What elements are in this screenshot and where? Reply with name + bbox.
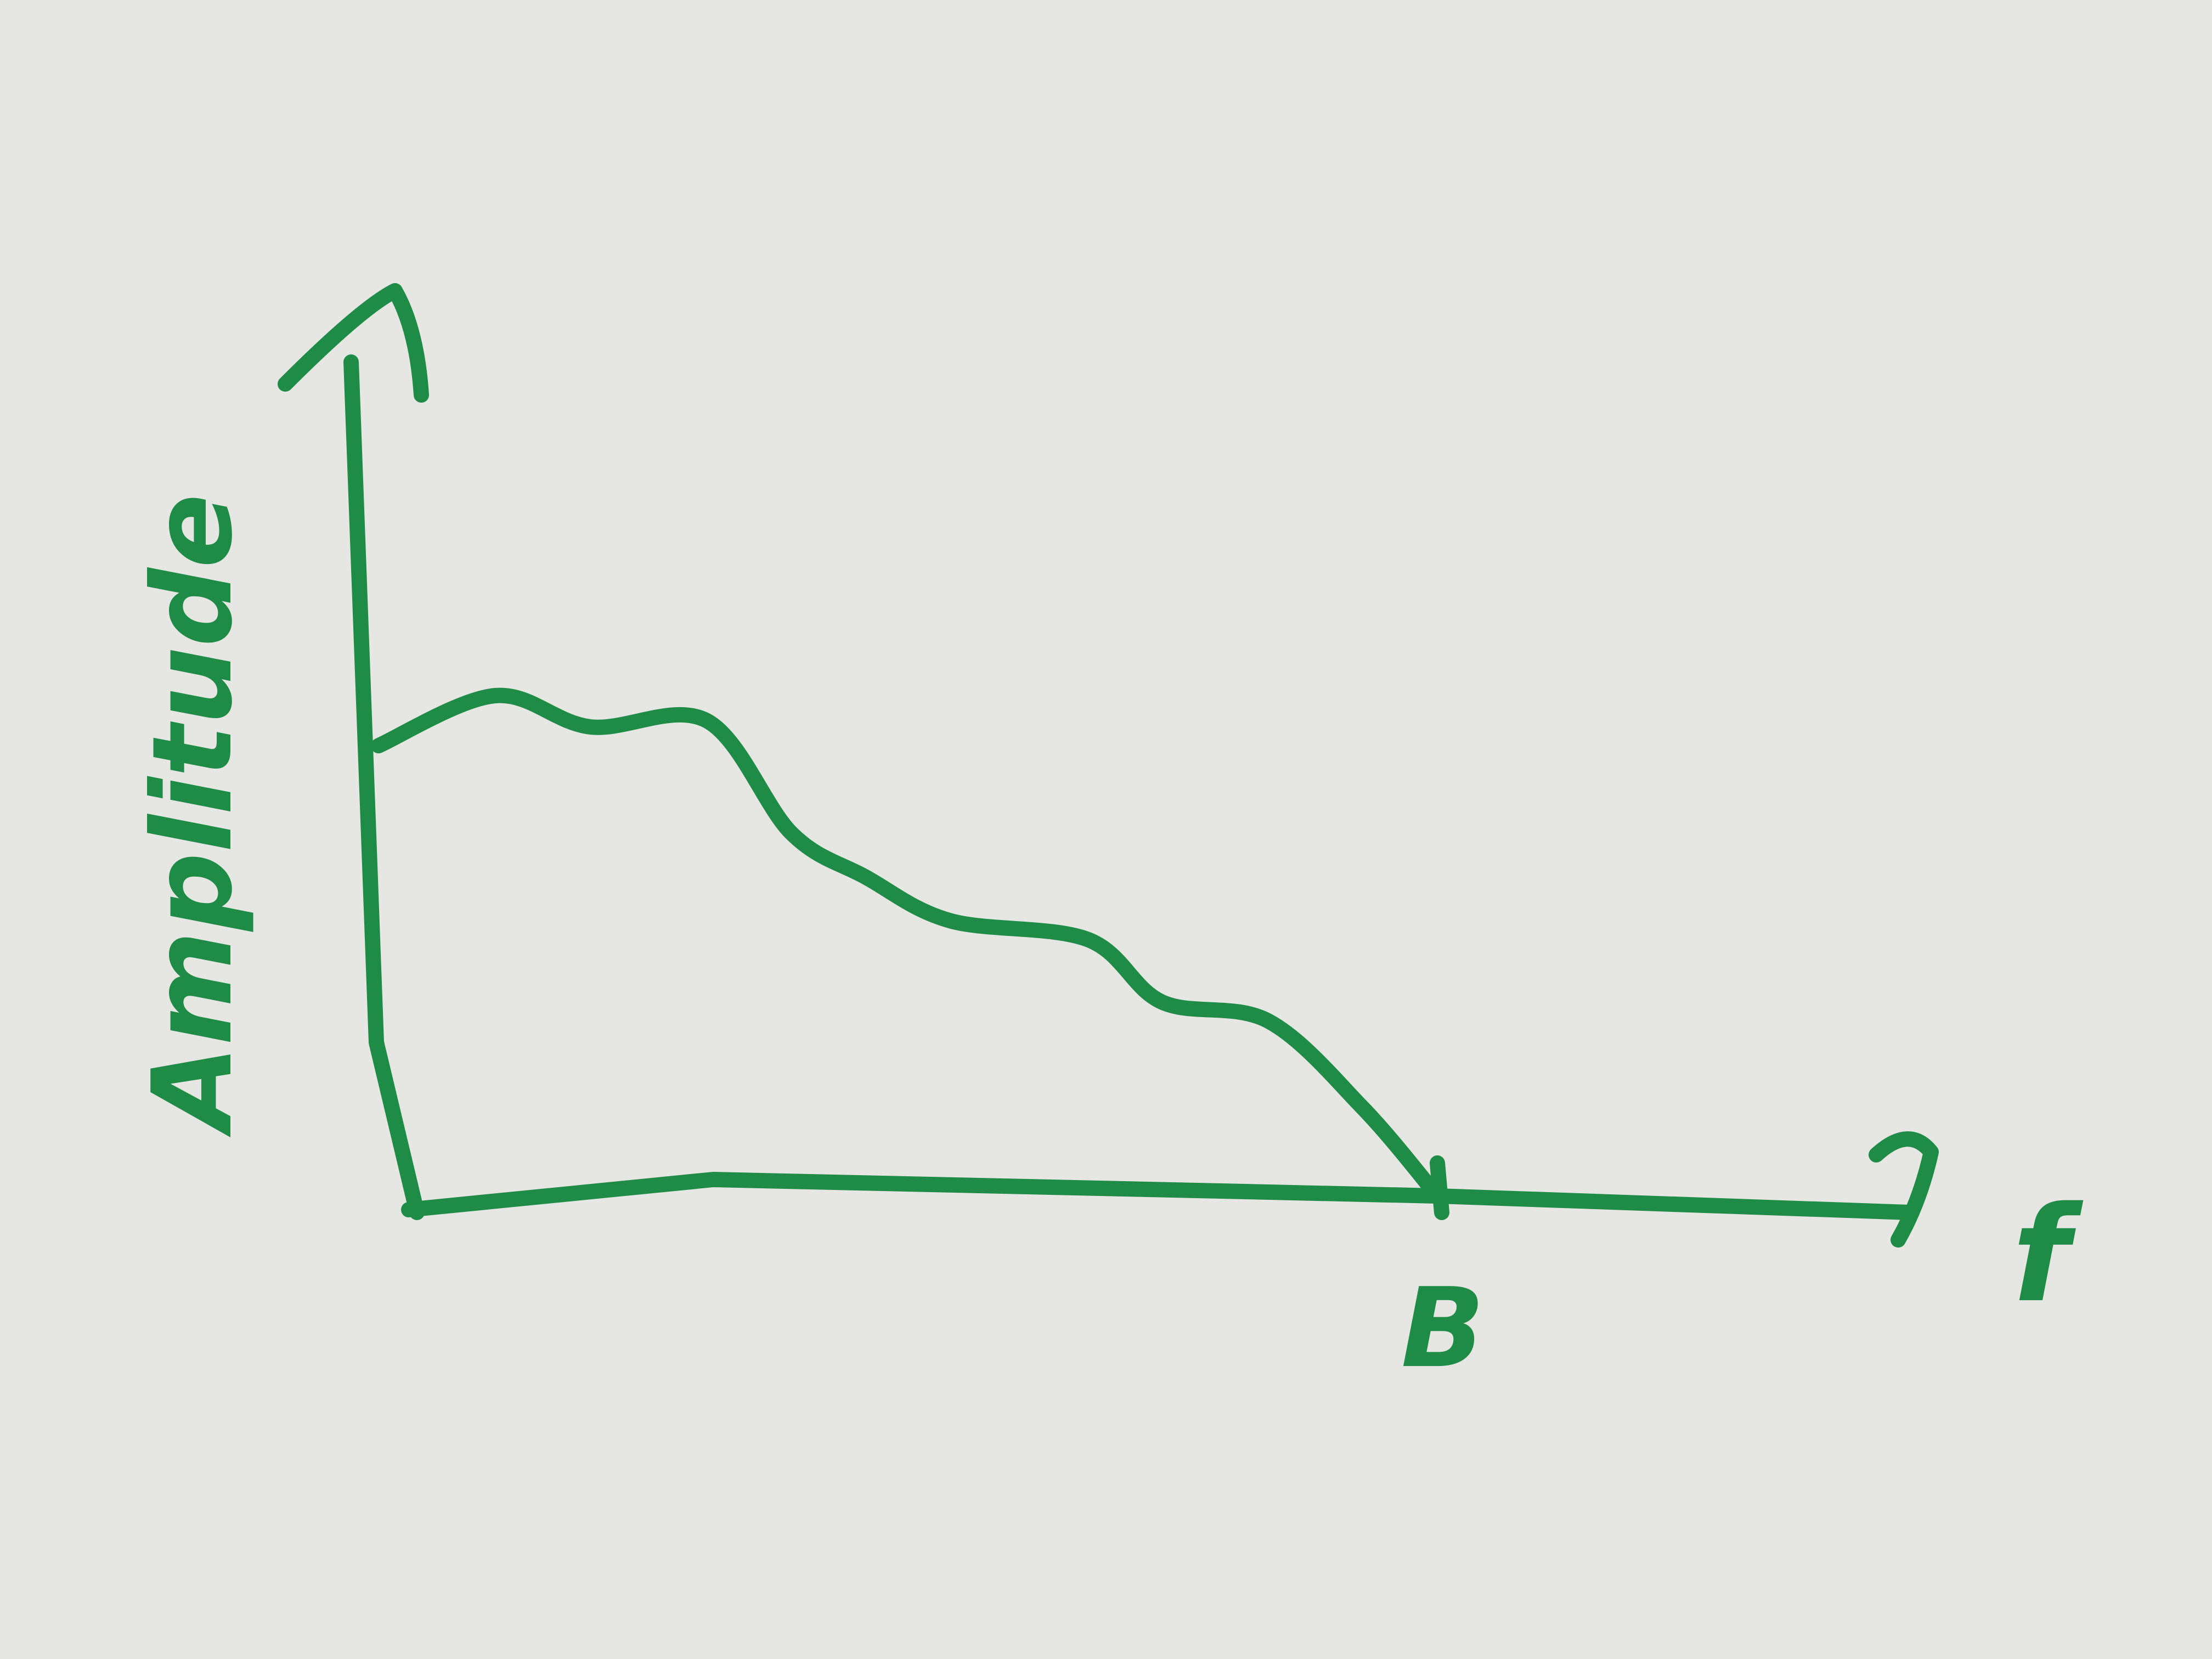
x-axis-label: f	[2012, 1178, 2084, 1331]
y-axis-label: Amplitude	[129, 494, 257, 1137]
x-tick-label: B	[1401, 1265, 1485, 1392]
y-axis-label-group: Amplitude	[129, 494, 257, 1137]
y-axis-line	[343, 354, 425, 1220]
x-axis-arrowhead	[1869, 1131, 1939, 1248]
y-axis-arrowhead	[278, 283, 429, 403]
series-line	[371, 687, 1445, 1204]
x-axis-line	[401, 1172, 1917, 1220]
